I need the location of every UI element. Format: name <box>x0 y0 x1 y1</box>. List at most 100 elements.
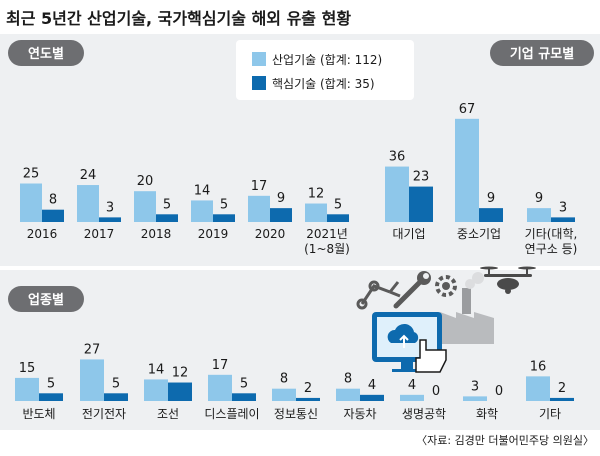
category-label: 대기업 <box>392 227 425 241</box>
bar-core <box>550 397 574 401</box>
tag-by-company-size: 기업 규모별 <box>490 40 594 66</box>
data-label: 9 <box>277 191 285 206</box>
bar-core <box>213 214 235 222</box>
wrench-icon <box>393 271 431 309</box>
data-label: 14 <box>148 362 165 377</box>
data-label: 4 <box>368 378 376 393</box>
data-label: 8 <box>49 193 57 208</box>
data-label: 15 <box>19 361 36 376</box>
bar-core <box>39 393 63 401</box>
chart-marks: 2582016243201720520181452019179202012520… <box>15 102 577 421</box>
data-label: 9 <box>535 191 543 206</box>
source-note: 〈자료: 김경만 더불어민주당 의원실〉 <box>416 434 594 447</box>
bar-industrial <box>272 388 296 401</box>
bar-industrial <box>20 183 42 222</box>
data-label: 0 <box>432 384 440 399</box>
legend-swatch-core <box>252 76 266 90</box>
data-label: 5 <box>220 197 228 212</box>
hand-pointer-icon <box>415 339 447 373</box>
data-label: 12 <box>172 366 189 381</box>
tag-by-year: 연도별 <box>8 40 84 66</box>
bar-industrial <box>526 376 550 401</box>
category-label: 화학 <box>476 407 498 421</box>
bar-industrial <box>248 195 270 222</box>
data-label: 5 <box>240 376 248 391</box>
tag-by-year-box <box>8 40 84 66</box>
tag-by-industry-box <box>8 286 84 312</box>
gear-icon <box>435 275 457 297</box>
data-label: 8 <box>280 372 288 387</box>
bar-industrial <box>144 379 168 401</box>
category-label: 기타 <box>539 407 561 421</box>
category-label: 자동차 <box>343 407 376 421</box>
category-label: 2020 <box>255 227 286 241</box>
data-label: 24 <box>80 168 97 183</box>
bar-core <box>168 382 192 401</box>
category-label: 2019 <box>198 227 229 241</box>
bar-core <box>156 214 178 222</box>
category-label: 조선 <box>157 407 179 421</box>
legend-label-industrial: 산업기술 (합계: 112) <box>272 53 382 67</box>
category-label: 반도체 <box>22 407 55 421</box>
data-label: 14 <box>194 183 211 198</box>
bar-industrial <box>385 166 409 222</box>
data-label: 2 <box>304 381 312 396</box>
tag-by-industry-label: 업종별 <box>28 292 64 308</box>
data-label: 3 <box>559 200 567 215</box>
data-label: 5 <box>47 376 55 391</box>
category-label: (1~8월) <box>304 242 350 256</box>
data-label: 0 <box>495 384 503 399</box>
data-label: 8 <box>344 372 352 387</box>
data-label: 16 <box>530 359 547 374</box>
bar-core <box>360 394 384 401</box>
tech-illustration <box>356 266 536 373</box>
category-label: 디스플레이 <box>204 407 259 421</box>
bar-industrial <box>400 394 424 401</box>
data-label: 5 <box>163 197 171 212</box>
category-label: 2017 <box>84 227 115 241</box>
bar-core <box>551 217 575 222</box>
data-label: 5 <box>112 376 120 391</box>
bar-industrial <box>527 208 551 222</box>
category-label: 2021년 <box>306 227 348 241</box>
data-label: 17 <box>251 179 268 194</box>
bar-industrial <box>191 200 213 222</box>
bar-industrial <box>305 203 327 222</box>
bottom-panel-background <box>0 270 600 430</box>
bar-core <box>409 186 433 222</box>
bar-core <box>99 217 121 222</box>
data-label: 4 <box>408 378 416 393</box>
data-label: 25 <box>23 167 40 182</box>
category-label: 중소기업 <box>457 227 501 241</box>
bar-industrial <box>77 185 99 222</box>
category-label: 정보통신 <box>274 407 318 421</box>
category-label: 기타(대학, <box>525 227 578 241</box>
robot-arm-icon <box>356 280 401 310</box>
data-label: 9 <box>487 191 495 206</box>
bar-industrial <box>455 118 479 222</box>
bar-industrial <box>80 359 104 401</box>
tag-by-year-label: 연도별 <box>28 46 64 62</box>
bar-industrial <box>208 374 232 401</box>
bar-core <box>104 393 128 401</box>
legend: 산업기술 (합계: 112) 핵심기술 (합계: 35) <box>236 40 414 100</box>
bar-core <box>42 209 64 222</box>
bar-industrial <box>134 191 156 222</box>
drone-icon <box>480 266 536 294</box>
data-label: 20 <box>137 174 154 189</box>
bar-industrial <box>463 396 487 401</box>
bar-core <box>327 214 349 222</box>
legend-label-core: 핵심기술 (합계: 35) <box>272 77 375 91</box>
data-label: 27 <box>84 342 101 357</box>
tag-by-industry: 업종별 <box>8 286 84 312</box>
data-label: 5 <box>334 197 342 212</box>
tag-by-company-size-label: 기업 규모별 <box>510 46 574 62</box>
legend-swatch-industrial <box>252 52 266 66</box>
category-label: 연구소 등) <box>525 242 578 256</box>
chart-title: 최근 5년간 산업기술, 국가핵심기술 해외 유출 현황 <box>6 9 351 28</box>
data-label: 3 <box>106 200 114 215</box>
data-label: 36 <box>389 150 406 165</box>
category-label: 2018 <box>141 227 172 241</box>
factory-icon <box>440 272 494 344</box>
